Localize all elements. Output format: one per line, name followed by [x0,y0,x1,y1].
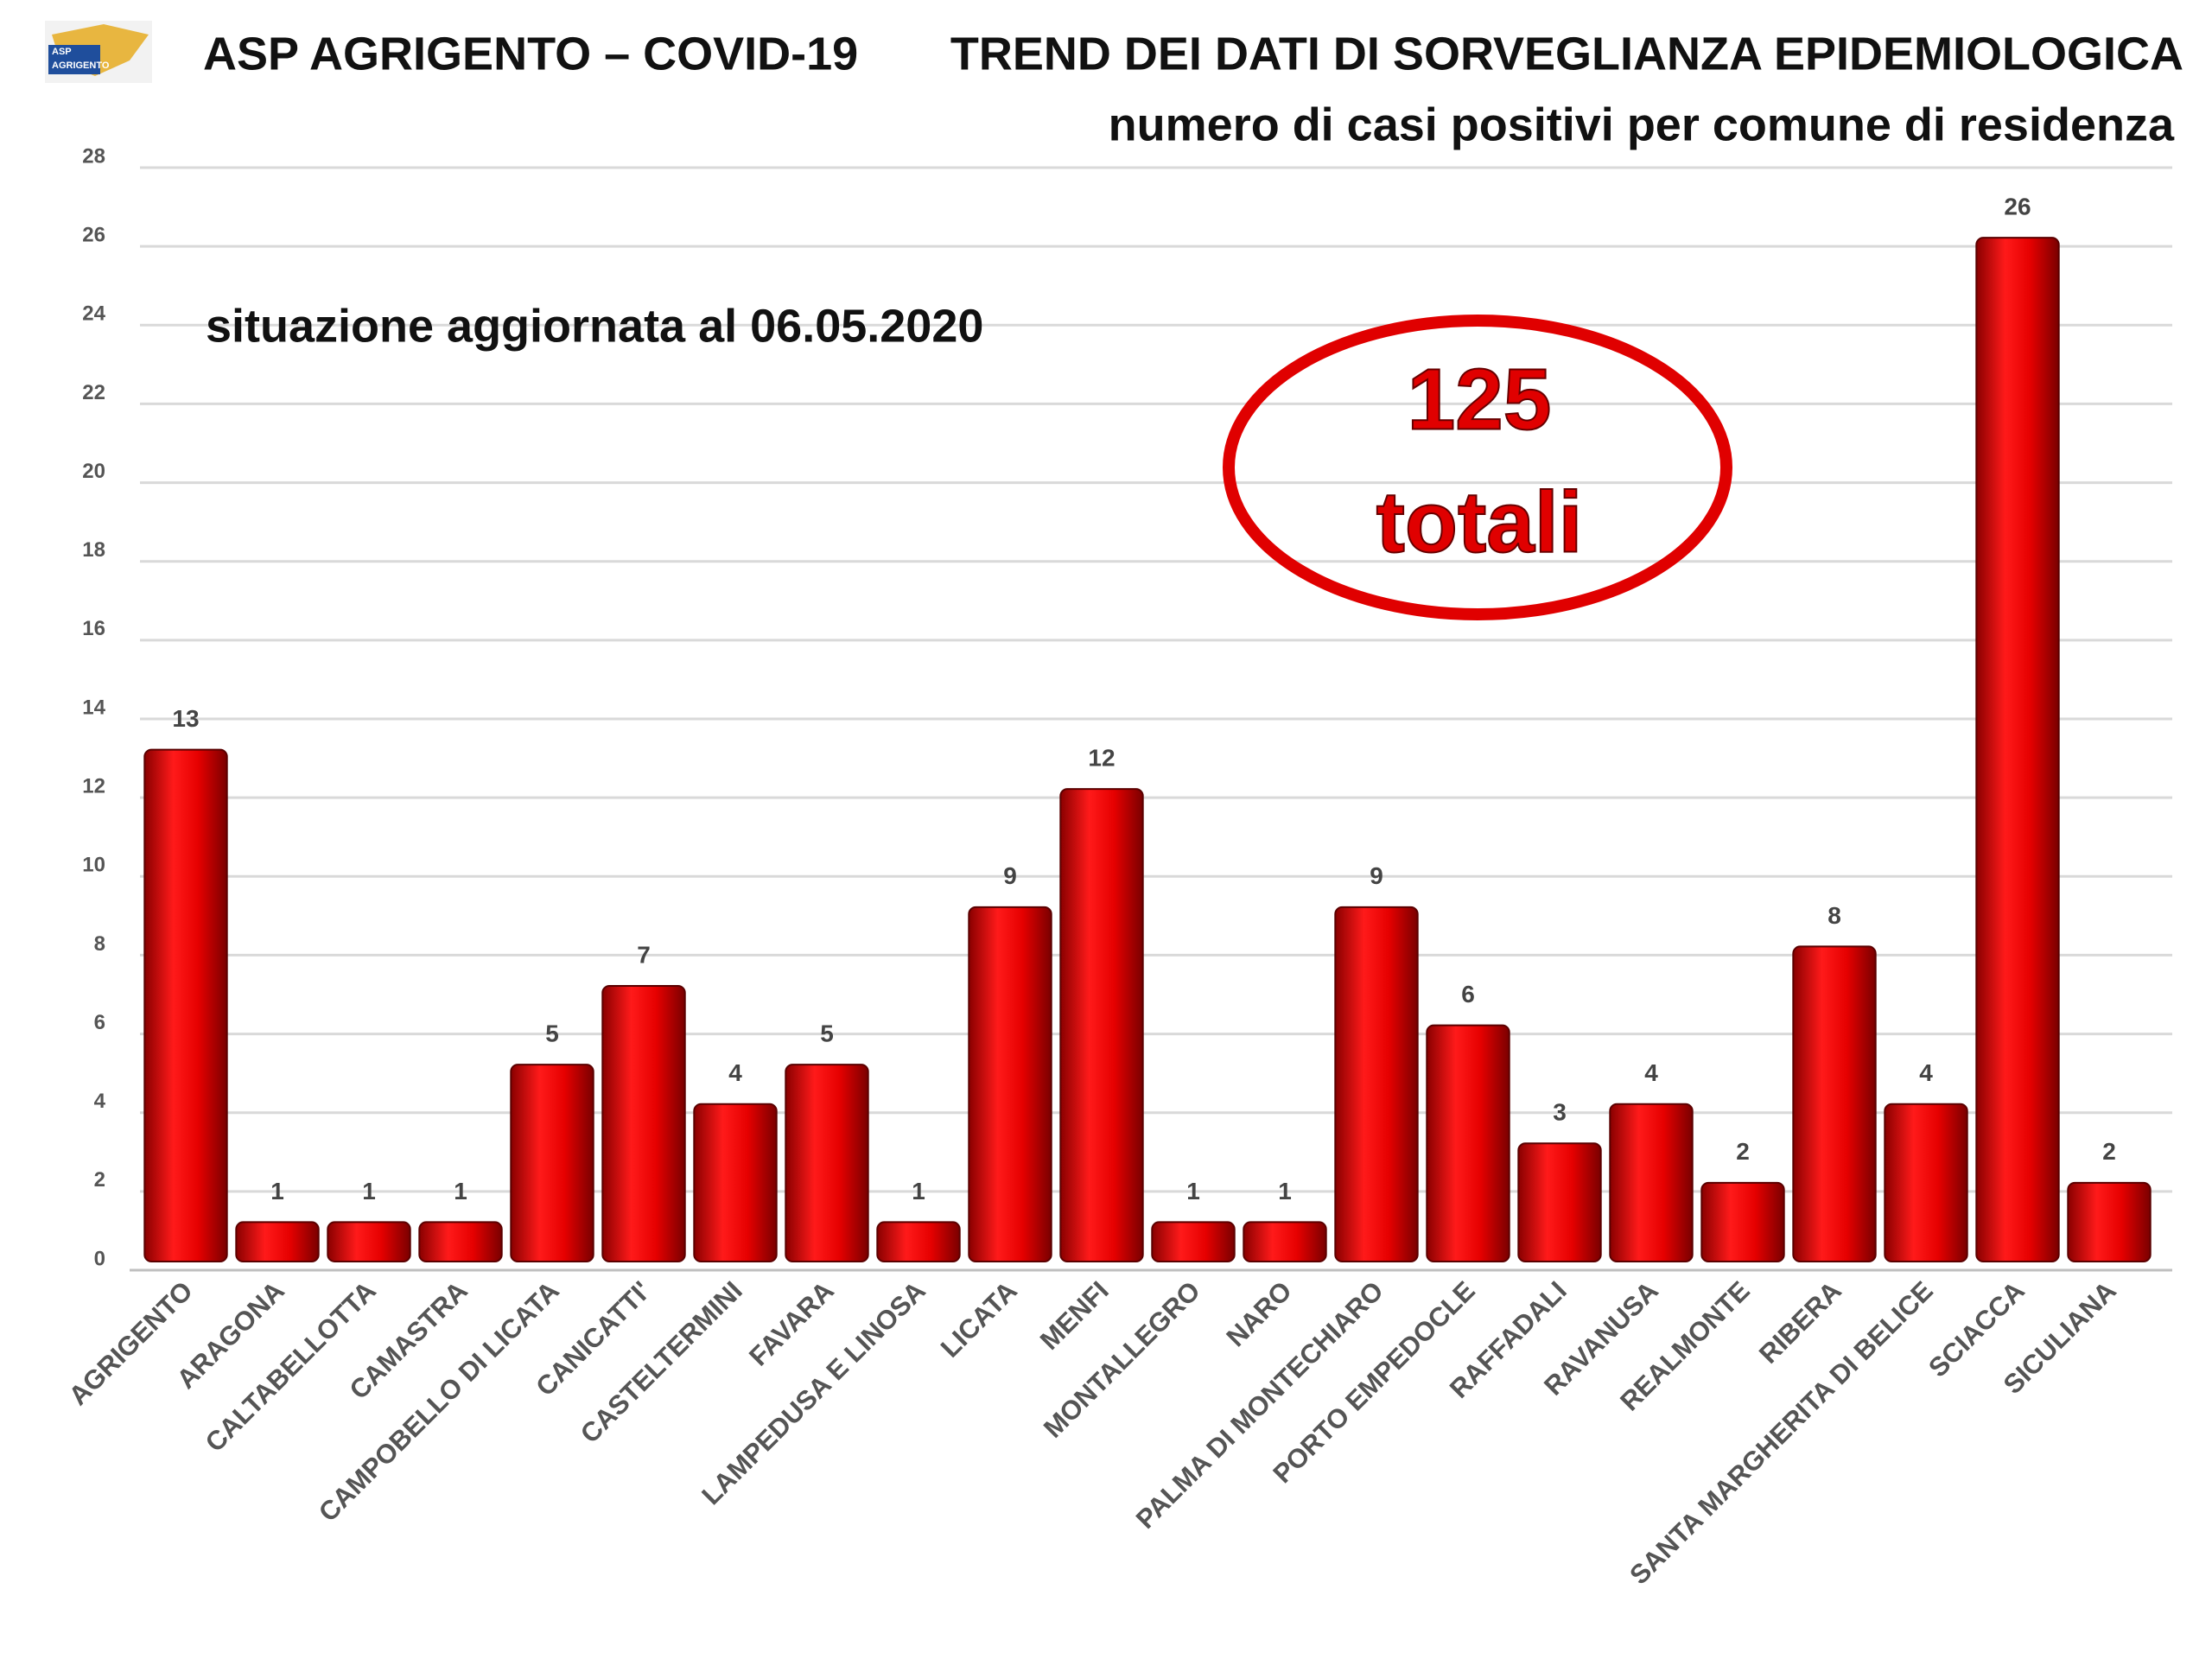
y-tick-label: 10 [82,854,105,877]
y-tick-label: 14 [82,696,105,719]
bar [1792,945,1877,1263]
value-label: 13 [172,705,199,732]
value-label: 26 [2004,194,2031,220]
value-label: 1 [1278,1178,1292,1205]
value-label: 9 [1370,862,1383,889]
x-tick-label: LICATA [935,1275,1023,1363]
y-tick-label: 18 [82,538,105,562]
value-label: 4 [728,1059,742,1086]
total-label: totali [1376,474,1583,570]
bar [327,1221,411,1263]
value-label: 1 [1186,1178,1200,1205]
bar [1609,1103,1694,1262]
y-tick-label: 16 [82,617,105,640]
bar [1426,1024,1510,1262]
bar [418,1221,503,1263]
bar [1151,1221,1236,1263]
bar [2067,1181,2152,1263]
bar [1700,1181,1785,1263]
value-label: 4 [1919,1059,1933,1086]
y-tick-label: 28 [82,144,105,168]
y-tick-label: 2 [94,1168,105,1192]
y-tick-label: 20 [82,460,105,483]
y-tick-label: 24 [82,302,105,326]
total-circle [1223,315,1732,620]
chart-subtitle: TREND DEI DATI DI SORVEGLIANZA EPIDEMIOL… [950,28,2183,79]
y-tick-label: 6 [94,1011,105,1034]
y-tick-label: 22 [82,381,105,404]
logo: ASP AGRIGENTO [45,21,152,83]
grid [140,166,2172,1272]
x-tick-label: MONTALLEGRO [1038,1275,1206,1444]
value-label: 1 [912,1178,925,1205]
y-tick-label: 26 [82,223,105,246]
bar [1975,237,2060,1263]
x-tick-label: CALTABELLOTTA [200,1275,382,1458]
value-label: 1 [362,1178,376,1205]
x-tick-label: CASTELTERMINI [575,1275,748,1449]
value-label: 6 [1461,981,1475,1007]
bar [1884,1103,1968,1262]
x-tick-label: NARO [1220,1275,1297,1352]
value-label: 5 [545,1020,559,1047]
value-label: 3 [1553,1099,1567,1126]
value-label: 8 [1827,902,1841,929]
x-tick-label: MENFI [1034,1275,1115,1356]
bar [968,906,1052,1263]
bar [785,1064,869,1262]
bar [1243,1221,1327,1263]
y-tick-label: 4 [94,1090,106,1113]
chart-subtitle: numero di casi positivi per comune di re… [1109,99,2175,150]
bar [876,1221,961,1263]
value-label: 2 [2102,1138,2116,1165]
value-label: 1 [454,1178,467,1205]
bar [1334,906,1419,1263]
logo-band [48,45,100,74]
bar [601,985,686,1262]
y-tick-label: 8 [94,932,105,956]
value-label: 7 [637,941,651,968]
value-label: 1 [270,1178,284,1205]
value-label: 9 [1003,862,1017,889]
x-tick-label: FAVARA [743,1275,840,1372]
value-label: 4 [1644,1059,1658,1086]
value-label: 5 [820,1020,834,1047]
x-tick-label: AGRIGENTO [63,1275,199,1411]
bar [693,1103,778,1262]
x-tick-label: RIBERA [1753,1275,1847,1370]
bar [510,1064,594,1262]
total-value: 125 [1408,351,1552,448]
y-tick-label: 12 [82,774,105,798]
value-label: 2 [1736,1138,1750,1165]
chart-title: ASP AGRIGENTO – COVID-19 [203,28,858,79]
bar [143,748,228,1262]
logo-text: AGRIGENTO [52,60,110,71]
bar [1059,788,1144,1262]
y-tick-label: 0 [94,1247,105,1270]
logo-text: ASP [52,47,72,57]
bar [235,1221,320,1263]
bar [1517,1142,1602,1263]
value-label: 12 [1088,745,1115,772]
annotation: situazione aggiornata al 06.05.2020 [206,300,983,352]
